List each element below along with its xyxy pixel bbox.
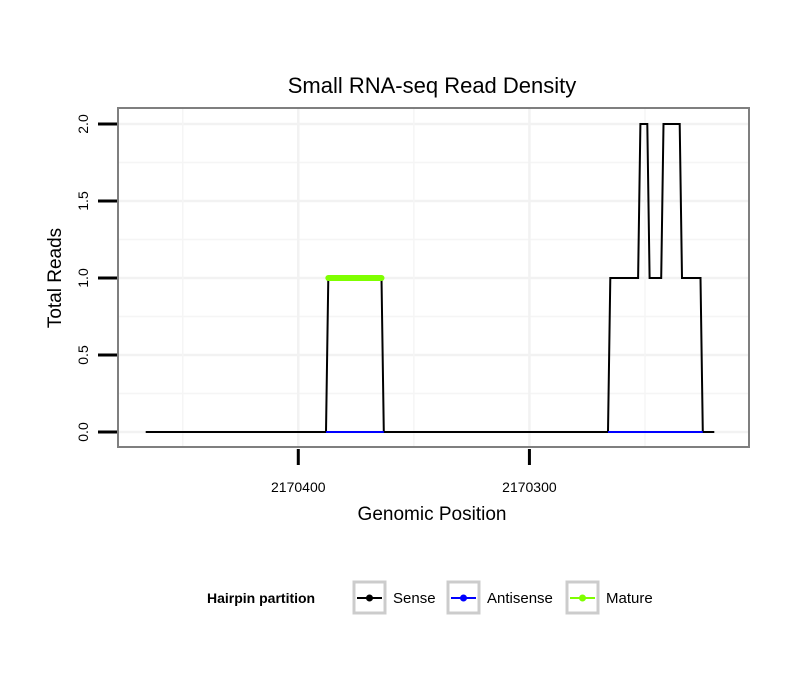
x-axis: 2170400 2170300 xyxy=(271,449,557,495)
series-layer xyxy=(145,123,715,433)
y-axis-title: Total Reads xyxy=(45,228,66,328)
legend-dot-antisense xyxy=(460,594,467,602)
legend-label-antisense: Antisense xyxy=(487,590,553,607)
grid-lines xyxy=(118,108,749,447)
chart-title: Small RNA-seq Read Density xyxy=(288,73,577,98)
legend-dot-sense xyxy=(366,594,373,602)
x-tick-label-1: 2170300 xyxy=(502,479,557,495)
legend: Hairpin partition Sense Antisense Mature xyxy=(207,580,653,615)
legend-dot-mature xyxy=(579,594,586,602)
y-tick-label-4: 2.0 xyxy=(75,114,91,134)
legend-label-sense: Sense xyxy=(393,590,436,607)
y-tick-label-1: 0.5 xyxy=(75,345,91,365)
plot-panel-border xyxy=(117,107,750,448)
legend-item-antisense: Antisense xyxy=(446,580,553,615)
x-tick-label-0: 2170400 xyxy=(271,479,326,495)
legend-title: Hairpin partition xyxy=(207,590,315,606)
y-tick-label-3: 1.5 xyxy=(75,191,91,211)
x-axis-title: Genomic Position xyxy=(358,504,507,525)
legend-item-sense: Sense xyxy=(352,580,436,615)
y-axis: 0.0 0.5 1.0 1.5 2.0 xyxy=(75,114,117,442)
y-tick-label-2: 1.0 xyxy=(75,268,91,288)
legend-key-mature xyxy=(565,580,600,615)
legend-label-mature: Mature xyxy=(606,590,653,607)
legend-item-mature: Mature xyxy=(565,580,653,615)
y-tick-label-0: 0.0 xyxy=(75,422,91,442)
